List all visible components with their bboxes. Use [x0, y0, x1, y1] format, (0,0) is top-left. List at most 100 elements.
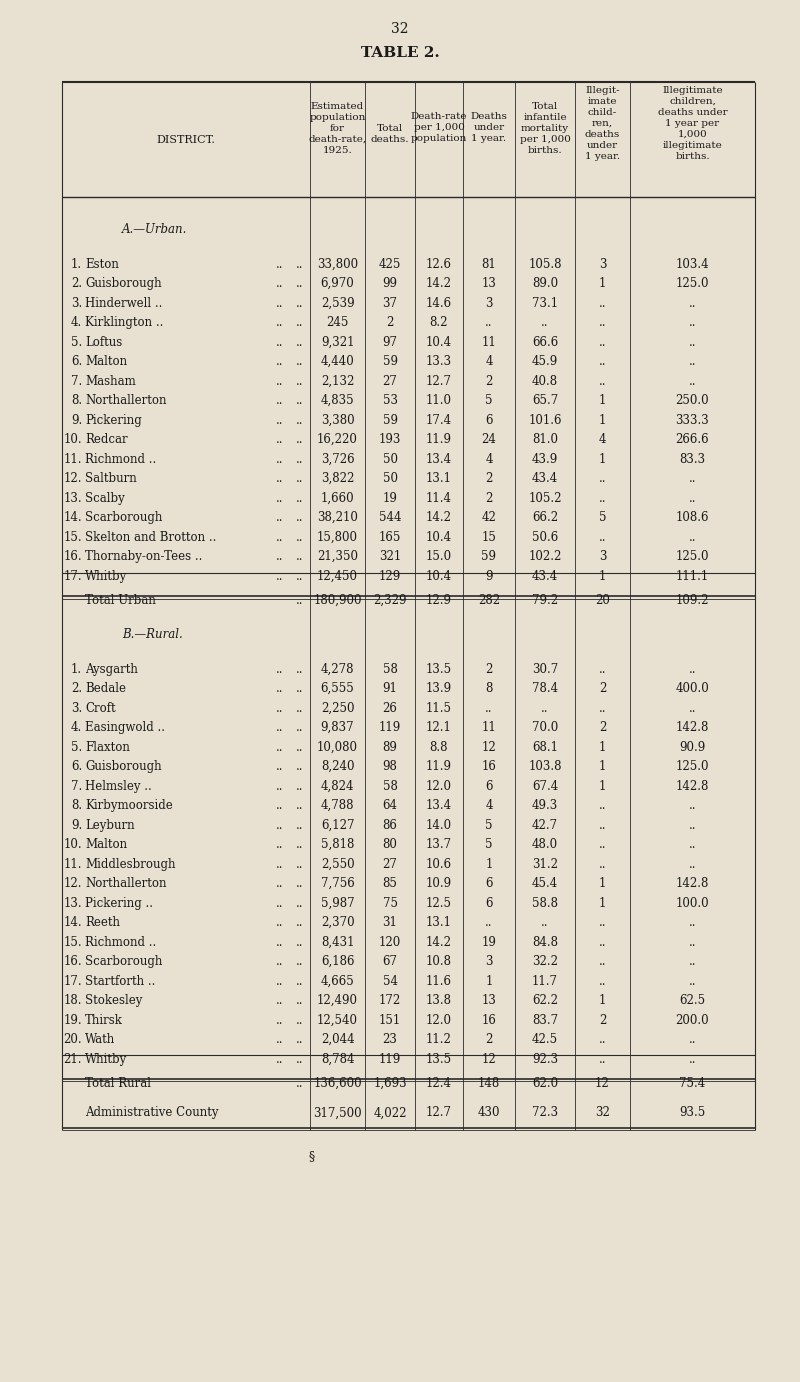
Text: Reeth: Reeth	[85, 916, 120, 929]
Text: Saltburn: Saltburn	[85, 473, 137, 485]
Text: 4.: 4.	[70, 721, 82, 734]
Text: 9.: 9.	[70, 413, 82, 427]
Text: 11.: 11.	[63, 453, 82, 466]
Text: 317,500: 317,500	[313, 1107, 362, 1119]
Text: 84.8: 84.8	[532, 936, 558, 948]
Text: 250.0: 250.0	[676, 394, 710, 408]
Text: 14.2: 14.2	[426, 511, 452, 524]
Text: Helmsley ..: Helmsley ..	[85, 779, 152, 793]
Text: ..: ..	[276, 721, 284, 734]
Text: ..: ..	[276, 394, 284, 408]
Text: ..: ..	[296, 818, 304, 832]
Text: 99: 99	[382, 278, 398, 290]
Text: Hinderwell ..: Hinderwell ..	[85, 297, 162, 310]
Text: 142.8: 142.8	[676, 721, 709, 734]
Text: ..: ..	[598, 818, 606, 832]
Text: 2,550: 2,550	[321, 858, 354, 871]
Text: B.—Rural.: B.—Rural.	[122, 627, 182, 640]
Text: 3: 3	[598, 550, 606, 564]
Text: Scalby: Scalby	[85, 492, 125, 504]
Text: ..: ..	[598, 336, 606, 348]
Text: Total: Total	[532, 102, 558, 111]
Text: ..: ..	[276, 433, 284, 446]
Text: 12: 12	[482, 741, 496, 753]
Text: 100.0: 100.0	[676, 897, 710, 909]
Text: 4,788: 4,788	[321, 799, 354, 813]
Text: Illegitimate: Illegitimate	[662, 86, 723, 95]
Text: 3: 3	[486, 297, 493, 310]
Text: 11.9: 11.9	[426, 433, 452, 446]
Text: 2,329: 2,329	[374, 594, 406, 607]
Text: 19: 19	[382, 492, 398, 504]
Text: 40.8: 40.8	[532, 375, 558, 388]
Text: population: population	[411, 134, 467, 142]
Text: ..: ..	[296, 413, 304, 427]
Text: 6,970: 6,970	[321, 278, 354, 290]
Text: 8,431: 8,431	[321, 936, 354, 948]
Text: 12,540: 12,540	[317, 1013, 358, 1027]
Text: ..: ..	[276, 511, 284, 524]
Text: ..: ..	[598, 531, 606, 543]
Text: 142.8: 142.8	[676, 878, 709, 890]
Text: 14.6: 14.6	[426, 297, 452, 310]
Text: 1,693: 1,693	[373, 1077, 407, 1090]
Text: illegitimate: illegitimate	[662, 141, 722, 151]
Text: 98: 98	[382, 760, 398, 773]
Text: 89.0: 89.0	[532, 278, 558, 290]
Text: 5.: 5.	[70, 741, 82, 753]
Text: 119: 119	[379, 721, 401, 734]
Text: 108.6: 108.6	[676, 511, 710, 524]
Text: 58: 58	[382, 779, 398, 793]
Text: 45.4: 45.4	[532, 878, 558, 890]
Text: under: under	[474, 123, 505, 133]
Text: ..: ..	[296, 550, 304, 564]
Text: ..: ..	[276, 355, 284, 368]
Text: Flaxton: Flaxton	[85, 741, 130, 753]
Text: 16: 16	[482, 760, 497, 773]
Text: 59: 59	[382, 355, 398, 368]
Text: 193: 193	[379, 433, 401, 446]
Text: 12: 12	[482, 1053, 496, 1066]
Text: 24: 24	[482, 433, 497, 446]
Text: 32: 32	[391, 22, 409, 36]
Text: 59: 59	[382, 413, 398, 427]
Text: 32: 32	[595, 1107, 610, 1119]
Text: 58.8: 58.8	[532, 897, 558, 909]
Text: 4.: 4.	[70, 316, 82, 329]
Text: §: §	[309, 1150, 315, 1164]
Text: ..: ..	[598, 297, 606, 310]
Text: 75: 75	[382, 897, 398, 909]
Text: 12: 12	[595, 1077, 610, 1090]
Text: 8.2: 8.2	[430, 316, 448, 329]
Text: Bedale: Bedale	[85, 683, 126, 695]
Text: death-rate,: death-rate,	[309, 135, 366, 144]
Text: 38,210: 38,210	[317, 511, 358, 524]
Text: ..: ..	[276, 531, 284, 543]
Text: ..: ..	[689, 936, 696, 948]
Text: ..: ..	[689, 473, 696, 485]
Text: 2,539: 2,539	[321, 297, 354, 310]
Text: 48.0: 48.0	[532, 837, 558, 851]
Text: 78.4: 78.4	[532, 683, 558, 695]
Text: 53: 53	[382, 394, 398, 408]
Text: deaths: deaths	[585, 130, 620, 140]
Text: 9.: 9.	[70, 818, 82, 832]
Text: 54: 54	[382, 974, 398, 988]
Text: Kirklington ..: Kirklington ..	[85, 316, 163, 329]
Text: 102.2: 102.2	[528, 550, 562, 564]
Text: 1: 1	[599, 779, 606, 793]
Text: ..: ..	[296, 511, 304, 524]
Text: 67.4: 67.4	[532, 779, 558, 793]
Text: 136,600: 136,600	[313, 1077, 362, 1090]
Text: ..: ..	[296, 316, 304, 329]
Text: ..: ..	[276, 683, 284, 695]
Text: ..: ..	[296, 955, 304, 969]
Text: 13.9: 13.9	[426, 683, 452, 695]
Text: ..: ..	[296, 394, 304, 408]
Text: Illegit-: Illegit-	[585, 86, 620, 95]
Text: 1: 1	[599, 760, 606, 773]
Text: Masham: Masham	[85, 375, 136, 388]
Text: 10.4: 10.4	[426, 531, 452, 543]
Text: 13.1: 13.1	[426, 473, 452, 485]
Text: 31.2: 31.2	[532, 858, 558, 871]
